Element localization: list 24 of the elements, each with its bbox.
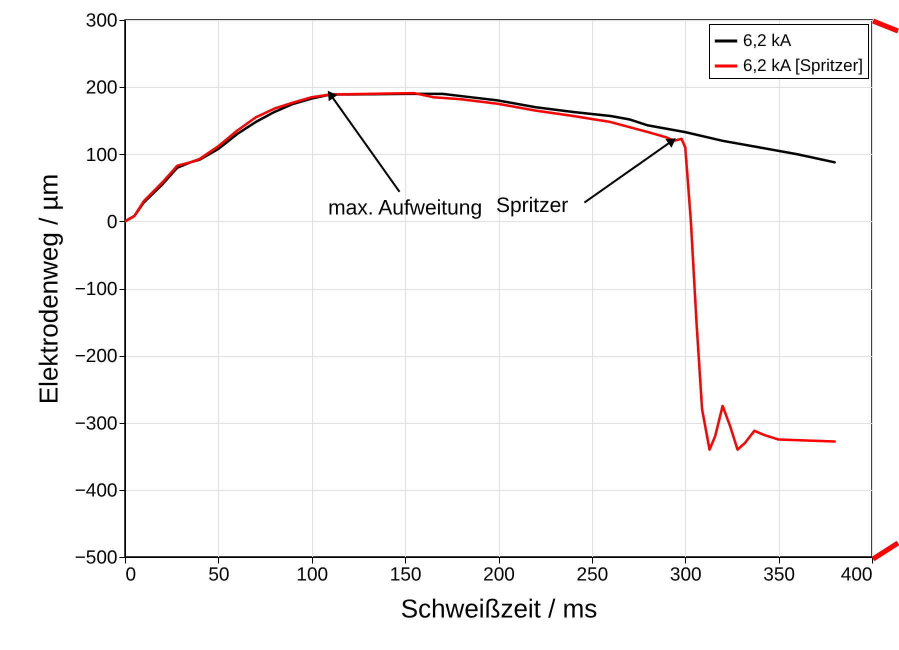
- y-tick-label: −500: [74, 548, 118, 568]
- x-tick-label: 200: [483, 564, 515, 586]
- y-tick-label: −200: [74, 346, 118, 368]
- x-tick-label: 0: [126, 564, 136, 586]
- x-tick-label: 50: [208, 564, 230, 586]
- y-tick-label: 300: [86, 10, 118, 32]
- y-tick-label: −400: [74, 480, 118, 502]
- y-tick-label: 100: [86, 144, 118, 166]
- annotation: max. Aufweitung: [328, 196, 482, 220]
- y-tick-label: −100: [74, 279, 118, 300]
- annotation: Spritzer: [496, 194, 568, 217]
- legend-label: 6,2 kA: [743, 31, 792, 50]
- x-axis-title: Schweißzeit / ms: [400, 594, 598, 624]
- y-tick-label: 0: [106, 212, 118, 233]
- x-tick-label: 250: [576, 564, 608, 586]
- x-tick-label: 400: [840, 564, 872, 586]
- x-tick-label: 300: [670, 564, 702, 586]
- x-tick-label: 350: [763, 564, 795, 586]
- y-tick-label: −300: [74, 413, 118, 434]
- y-tick-label: 200: [86, 78, 118, 99]
- y-axis-title: Elektrodenweg / µm: [34, 174, 64, 404]
- legend-label: 6,2 kA [Spritzer]: [743, 56, 863, 75]
- x-tick-label: 150: [390, 564, 422, 586]
- x-tick-label: 100: [296, 564, 328, 586]
